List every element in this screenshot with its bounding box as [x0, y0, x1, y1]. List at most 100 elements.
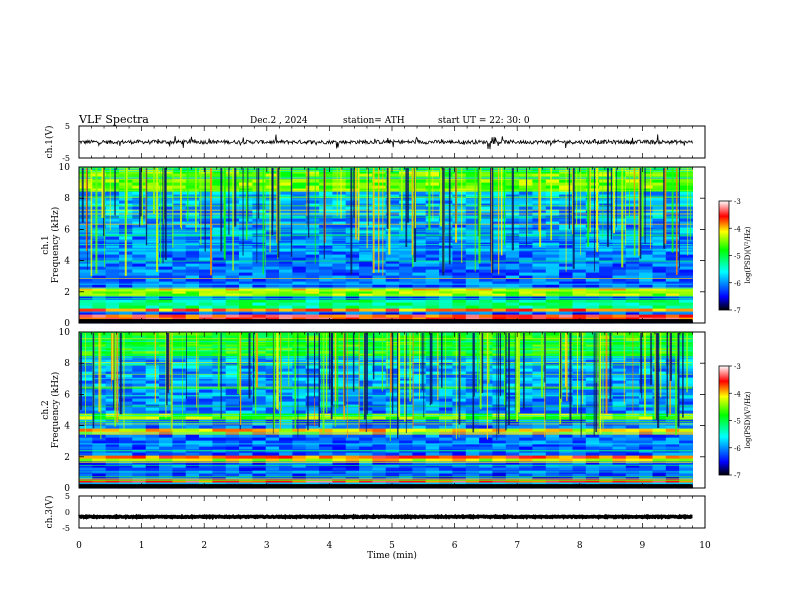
- spectrogram-cell: [292, 197, 307, 201]
- spectrogram-cell: [319, 362, 333, 366]
- spectrogram-cell: [105, 287, 120, 291]
- spectrogram-cell: [279, 170, 293, 174]
- spectrogram-cell: [185, 401, 200, 405]
- spectrogram-cell: [132, 437, 147, 441]
- spectrogram-cell: [572, 368, 587, 372]
- spectrogram-cell: [172, 275, 187, 279]
- spectrogram-cell: [105, 458, 120, 462]
- spectrogram-cell: [132, 467, 147, 471]
- spectrogram-cell: [225, 281, 240, 285]
- spectrogram-cell: [345, 173, 360, 177]
- spectrogram-cell: [465, 455, 480, 459]
- spectrogram-cell: [599, 179, 613, 183]
- spectrogram-cell: [452, 185, 467, 189]
- spectrogram-cell: [639, 269, 653, 273]
- spectrogram-cell: [492, 179, 507, 183]
- spectrogram-cell: [92, 464, 107, 468]
- spectrogram-cell: [465, 179, 480, 183]
- spectrogram-cell: [452, 188, 467, 192]
- spectrogram-cell: [572, 188, 587, 192]
- spectrogram-cell: [292, 308, 307, 312]
- spectrogram-cell: [585, 221, 600, 225]
- spectrogram-cell: [185, 296, 200, 300]
- spectrogram-cell: [679, 350, 693, 354]
- spectrogram-cell: [345, 353, 360, 357]
- spectrogram-cell: [305, 311, 320, 315]
- spectrogram-cell: [332, 191, 347, 195]
- spectrogram-cell: [505, 293, 520, 297]
- spectrogram-cell: [545, 407, 560, 411]
- spectrogram-cell: [572, 476, 587, 480]
- spectrogram-cell: [345, 374, 360, 378]
- spectrogram-cell: [292, 299, 307, 303]
- spectrogram-cell: [265, 290, 280, 294]
- spectrogram-cell: [372, 365, 387, 369]
- spectrogram-cell: [479, 455, 493, 459]
- spectrogram-cell: [319, 209, 333, 213]
- spectrogram-cell: [185, 383, 200, 387]
- spectrogram-cell: [452, 287, 467, 291]
- spectrogram-cell: [385, 305, 400, 309]
- spectrogram-cell: [665, 263, 680, 267]
- spectrogram-cell: [225, 383, 240, 387]
- spectrogram-cell: [212, 257, 227, 261]
- spectrogram-cell: [332, 455, 347, 459]
- spectrogram-cell: [385, 254, 400, 258]
- spectrogram-cell: [599, 302, 613, 306]
- spectrogram-cell: [479, 200, 493, 204]
- spectrogram-cell: [212, 263, 227, 267]
- spectrogram-cell: [585, 395, 600, 399]
- spectrogram-cell: [639, 263, 653, 267]
- spectrogram-cell: [252, 419, 267, 423]
- spectrogram-cell: [345, 458, 360, 462]
- spectrogram-cell: [372, 425, 387, 429]
- spectrogram-cell: [305, 170, 320, 174]
- spectrogram-cell: [652, 221, 667, 225]
- spectrogram-cell: [199, 269, 213, 273]
- spectrogram-cell: [412, 260, 427, 264]
- spectrogram-cell: [332, 257, 347, 261]
- spectrogram-cell: [145, 260, 160, 264]
- spectrogram-cell: [319, 299, 333, 303]
- spectrogram-cell: [599, 200, 613, 204]
- spectrogram-cell: [279, 251, 293, 255]
- spectrogram-cell: [585, 308, 600, 312]
- spectrogram-cell: [172, 377, 187, 381]
- spectrogram-cell: [332, 272, 347, 276]
- spectrogram-cell: [225, 389, 240, 393]
- spectrogram-cell: [612, 197, 627, 201]
- spectrogram-cell: [79, 473, 93, 477]
- y-tick-label: 2: [64, 288, 70, 298]
- spectrogram-cell: [652, 254, 667, 258]
- spectrogram-cell: [599, 290, 613, 294]
- spectrogram-cell: [265, 263, 280, 267]
- spectrogram-cell: [212, 305, 227, 309]
- spectrogram-cell: [332, 221, 347, 225]
- spectrogram-cell: [572, 350, 587, 354]
- spectrogram-cell: [279, 302, 293, 306]
- spectrogram-cell: [385, 227, 400, 231]
- spectrogram-cell: [572, 434, 587, 438]
- spectrogram-cell: [492, 317, 507, 321]
- spectrogram-cell: [532, 410, 547, 414]
- spectrogram-cell: [372, 347, 387, 351]
- spectrogram-cell: [599, 266, 613, 270]
- spectrogram-cell: [279, 455, 293, 459]
- spectrogram-cell: [345, 200, 360, 204]
- spectrogram-cell: [639, 434, 653, 438]
- spectrogram-cell: [92, 305, 107, 309]
- spectrogram-cell: [612, 287, 627, 291]
- spectrogram-cell: [572, 437, 587, 441]
- spectrogram-cell: [599, 260, 613, 264]
- spectrogram-cell: [545, 353, 560, 357]
- spectrogram-cell: [412, 224, 427, 228]
- spectrogram-cell: [465, 272, 480, 276]
- spectrogram-cell: [359, 275, 373, 279]
- spectrogram-cell: [305, 269, 320, 273]
- spectrogram-cell: [265, 413, 280, 417]
- spectrogram-cell: [345, 467, 360, 471]
- spectrogram-cell: [79, 455, 93, 459]
- spectrogram-cell: [612, 443, 627, 447]
- spectrogram-cell: [105, 281, 120, 285]
- spectrogram-cell: [572, 206, 587, 210]
